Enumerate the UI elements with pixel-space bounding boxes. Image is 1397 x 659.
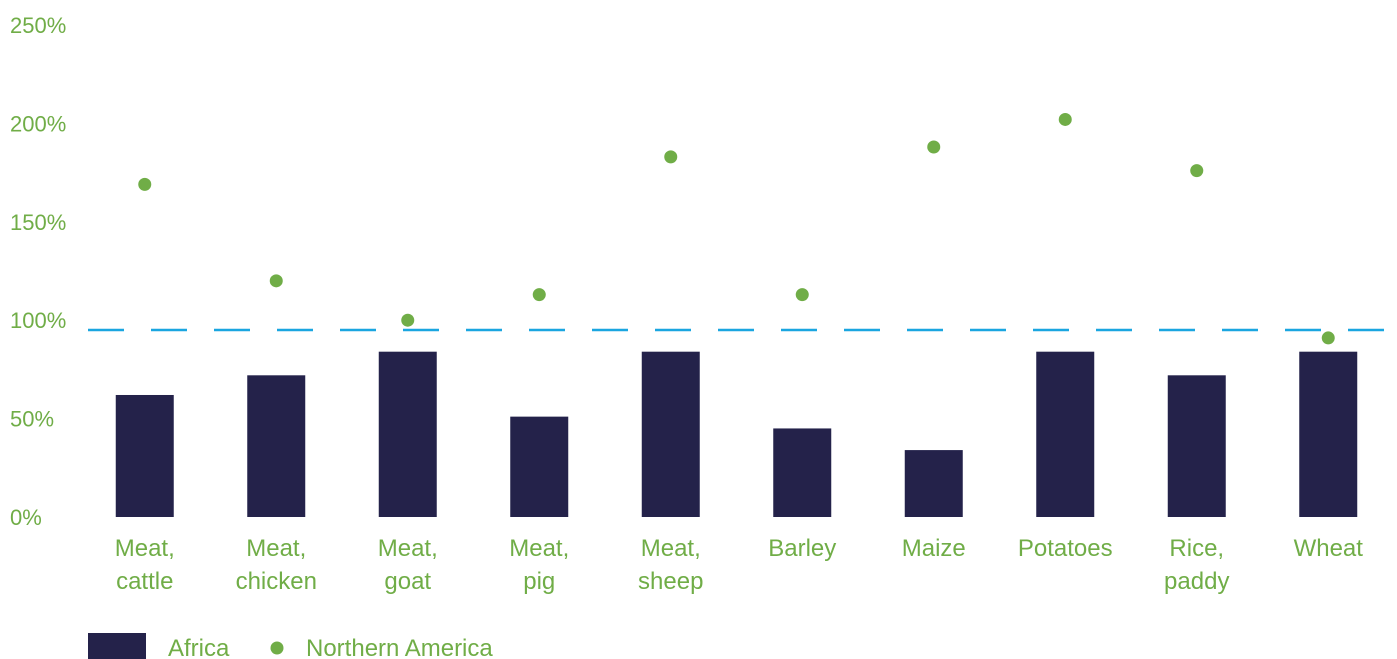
x-tick-label: Meat, goat xyxy=(378,535,438,595)
point-northern-america xyxy=(1190,164,1204,178)
point-northern-america xyxy=(1321,331,1335,345)
x-tick-label: Wheat xyxy=(1294,535,1364,562)
x-tick-label: Barley xyxy=(768,535,836,562)
y-tick-label: 150% xyxy=(10,210,66,235)
x-tick-label: Meat, cattle xyxy=(115,535,175,595)
bar-series-africa xyxy=(115,351,1358,517)
point-northern-america xyxy=(269,274,283,288)
bar-africa xyxy=(1299,351,1358,517)
bar-africa xyxy=(247,375,306,517)
legend-label-northern-america: Northern America xyxy=(306,635,493,659)
x-tick-label: Potatoes xyxy=(1018,535,1113,562)
x-tick-label: Meat, pig xyxy=(509,535,569,595)
point-northern-america xyxy=(664,150,678,164)
x-tick-label: Rice, paddy xyxy=(1164,535,1229,595)
y-tick-label: 50% xyxy=(10,407,54,432)
point-northern-america xyxy=(532,288,546,302)
point-northern-america xyxy=(795,288,809,302)
x-tick-label: Maize xyxy=(902,535,966,562)
bar-africa xyxy=(904,450,963,517)
point-northern-america xyxy=(138,177,152,191)
bar-africa xyxy=(1167,375,1226,517)
y-axis: 0% 50% 100% 150% 200% 250% xyxy=(10,13,66,530)
x-tick-label: Meat, sheep xyxy=(638,535,703,595)
y-tick-label: 200% xyxy=(10,111,66,136)
x-axis: Meat, cattle Meat, chicken Meat, goat Meat, pig… xyxy=(115,535,1364,595)
legend-label-africa: Africa xyxy=(168,635,230,659)
scatter-series-northern-america xyxy=(138,112,1335,345)
bar-africa xyxy=(115,394,174,517)
legend-swatch-northern-america xyxy=(270,641,284,655)
bar-africa xyxy=(378,351,437,517)
legend-swatch-africa xyxy=(88,633,146,659)
y-tick-label: 0% xyxy=(10,505,42,530)
bar-africa xyxy=(641,351,700,517)
x-tick-label: Meat, chicken xyxy=(236,535,317,595)
point-northern-america xyxy=(1058,112,1072,126)
point-northern-america xyxy=(927,140,941,154)
legend: Africa Northern America xyxy=(88,633,493,659)
bar-africa xyxy=(773,428,832,517)
bar-africa xyxy=(1036,351,1095,517)
point-northern-america xyxy=(401,313,415,327)
y-tick-label: 100% xyxy=(10,308,66,333)
y-tick-label: 250% xyxy=(10,13,66,38)
bar-africa xyxy=(510,416,569,517)
